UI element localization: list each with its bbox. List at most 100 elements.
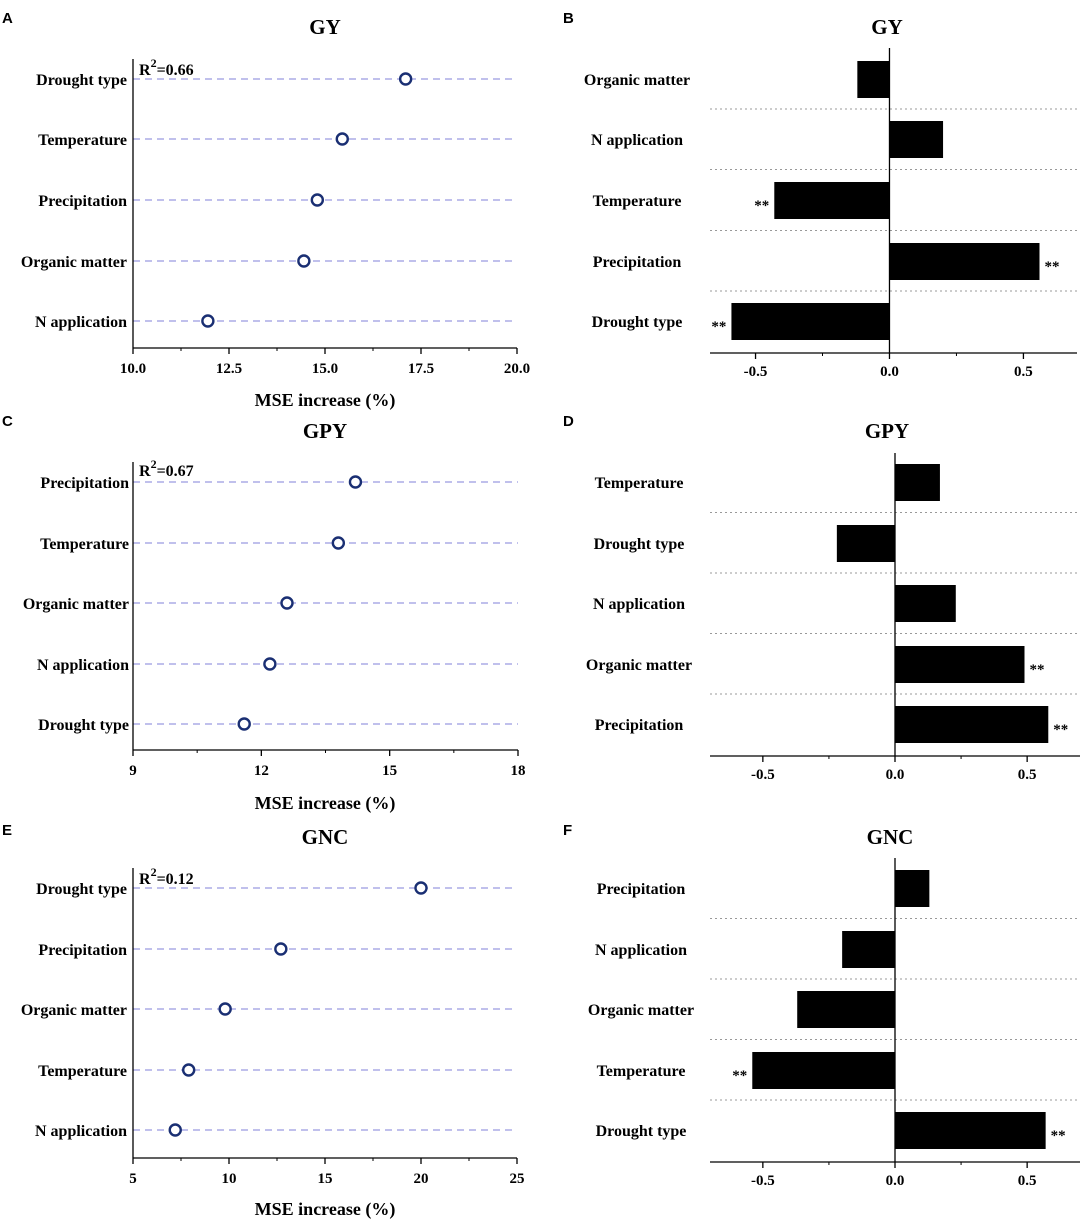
panel-b-tick-label: -0.5 — [744, 364, 768, 380]
panel-c-category-labels: Precipitation Temperature Organic matter… — [23, 475, 129, 734]
panel-b: B GY Organic matter N application Temper… — [563, 10, 1077, 380]
panel-f-tick-label: 0.0 — [886, 1173, 905, 1189]
panel-b-title: GY — [871, 15, 903, 39]
panel-e-category-label: Precipitation — [38, 942, 127, 959]
panel-f-tick-label: -0.5 — [751, 1173, 775, 1189]
panel-a-category-label: Organic matter — [21, 254, 127, 271]
panel-b-significance-mark: ** — [754, 198, 769, 214]
panel-c-category-label: Temperature — [40, 536, 129, 553]
panel-b-category-label: Drought type — [592, 314, 683, 331]
data-point — [168, 1123, 182, 1137]
panel-a-x-axis — [132, 59, 518, 354]
panel-c-x-axis — [132, 462, 519, 756]
panel-d-tick-labels: -0.5 0.0 0.5 — [751, 767, 1037, 783]
bar — [842, 931, 895, 968]
bar — [895, 706, 1049, 743]
panel-d-significance: ** ** — [1030, 662, 1069, 738]
panel-e-r2: R2=0.12 — [139, 865, 194, 888]
panel-a-tick-label: 20.0 — [504, 361, 530, 377]
panel-b-significance: ** ** ** — [711, 198, 1059, 335]
panel-b-bars — [731, 61, 1040, 340]
bar — [895, 646, 1025, 683]
bar — [797, 991, 895, 1028]
panel-a-tick-label: 17.5 — [408, 361, 434, 377]
panel-f-category-labels: Precipitation N application Organic matt… — [588, 881, 694, 1140]
panel-d-category-label: Temperature — [595, 475, 684, 492]
panel-c-category-label: Precipitation — [40, 475, 129, 492]
panel-e-points — [168, 881, 428, 1137]
panel-e-tick-label: 25 — [510, 1171, 525, 1187]
panel-a-r2: R2=0.66 — [139, 56, 194, 79]
panel-letter-d: D — [563, 413, 574, 430]
panel-e-x-axis-label: MSE increase (%) — [255, 1199, 396, 1220]
bar — [731, 303, 890, 340]
panel-f-title: GNC — [867, 825, 914, 849]
panel-b-separators — [710, 108, 1077, 292]
panel-c-tick-label: 9 — [129, 763, 137, 779]
panel-d-category-labels: Temperature Drought type N application O… — [586, 475, 692, 734]
panel-a-category-label: Precipitation — [38, 193, 127, 210]
bar — [889, 243, 1040, 280]
panel-letter-b: B — [563, 10, 574, 27]
panel-d-tick-label: 0.5 — [1018, 767, 1037, 783]
panel-d-tick-label: 0.0 — [886, 767, 905, 783]
bar — [895, 1112, 1046, 1149]
panel-e: E GNC R2=0.12 Drought type Precipitation… — [2, 822, 525, 1220]
bar — [895, 585, 956, 622]
panel-f: F GNC Precipitation N application Organi… — [563, 822, 1080, 1189]
bar — [752, 1052, 895, 1089]
panel-d-significance-mark: ** — [1053, 722, 1068, 738]
bar — [774, 182, 890, 219]
panel-e-tick-label: 10 — [222, 1171, 237, 1187]
panel-b-category-label: Organic matter — [584, 72, 690, 89]
panel-d-category-label: N application — [593, 596, 685, 613]
panel-f-significance-mark: ** — [1051, 1128, 1066, 1144]
data-point — [414, 881, 428, 895]
panel-d-title: GPY — [865, 419, 909, 443]
bar — [895, 870, 930, 907]
panel-a-x-axis-label: MSE increase (%) — [255, 390, 396, 411]
panel-a-tick-label: 10.0 — [120, 361, 146, 377]
panel-e-x-axis — [132, 868, 518, 1164]
panel-b-axes — [710, 48, 1077, 359]
panel-f-category-label: Drought type — [596, 1123, 687, 1140]
panel-c-tick-label: 15 — [382, 763, 397, 779]
panel-e-tick-label: 5 — [129, 1171, 137, 1187]
data-point — [274, 942, 288, 956]
panel-f-tick-labels: -0.5 0.0 0.5 — [751, 1173, 1037, 1189]
panel-d-axes — [710, 453, 1080, 762]
panel-letter-c: C — [2, 413, 13, 430]
panel-f-axes — [710, 858, 1080, 1168]
panel-c-points — [237, 475, 363, 731]
panel-c-r2: R2=0.67 — [139, 457, 194, 480]
panel-e-category-labels: Drought type Precipitation Organic matte… — [21, 881, 127, 1140]
panel-f-tick-label: 0.5 — [1018, 1173, 1037, 1189]
data-point — [348, 475, 363, 489]
panel-a-tick-label: 15.0 — [312, 361, 338, 377]
panel-f-bars — [752, 870, 1046, 1149]
data-point — [181, 1063, 196, 1077]
panel-b-category-labels: Organic matter N application Temperature… — [584, 72, 690, 331]
panel-a-title: GY — [309, 15, 341, 39]
panel-e-category-label: Organic matter — [21, 1002, 127, 1019]
panel-e-gridlines — [133, 887, 517, 1131]
data-point — [201, 314, 215, 328]
panel-d-tick-label: -0.5 — [751, 767, 775, 783]
panel-letter-a: A — [2, 10, 13, 27]
panel-f-significance-mark: ** — [732, 1068, 747, 1084]
panel-a-tick-labels: 10.0 12.5 15.0 17.5 20.0 — [120, 361, 530, 377]
bar — [836, 525, 895, 562]
panel-b-category-label: Precipitation — [593, 254, 682, 271]
panel-b-tick-labels: -0.5 0.0 0.5 — [744, 364, 1033, 380]
data-point — [331, 536, 346, 550]
panel-a-category-labels: Drought type Temperature Precipitation O… — [21, 72, 127, 331]
panel-d: D GPY Temperature Drought type N applica… — [563, 413, 1080, 783]
panel-c-category-label: N application — [37, 657, 129, 674]
panel-e-tick-label: 15 — [318, 1171, 333, 1187]
panel-c-gridlines — [133, 481, 518, 725]
panel-d-bars — [836, 464, 1049, 743]
panel-c-tick-label: 18 — [511, 763, 526, 779]
data-point — [297, 254, 311, 268]
data-point — [335, 132, 349, 146]
